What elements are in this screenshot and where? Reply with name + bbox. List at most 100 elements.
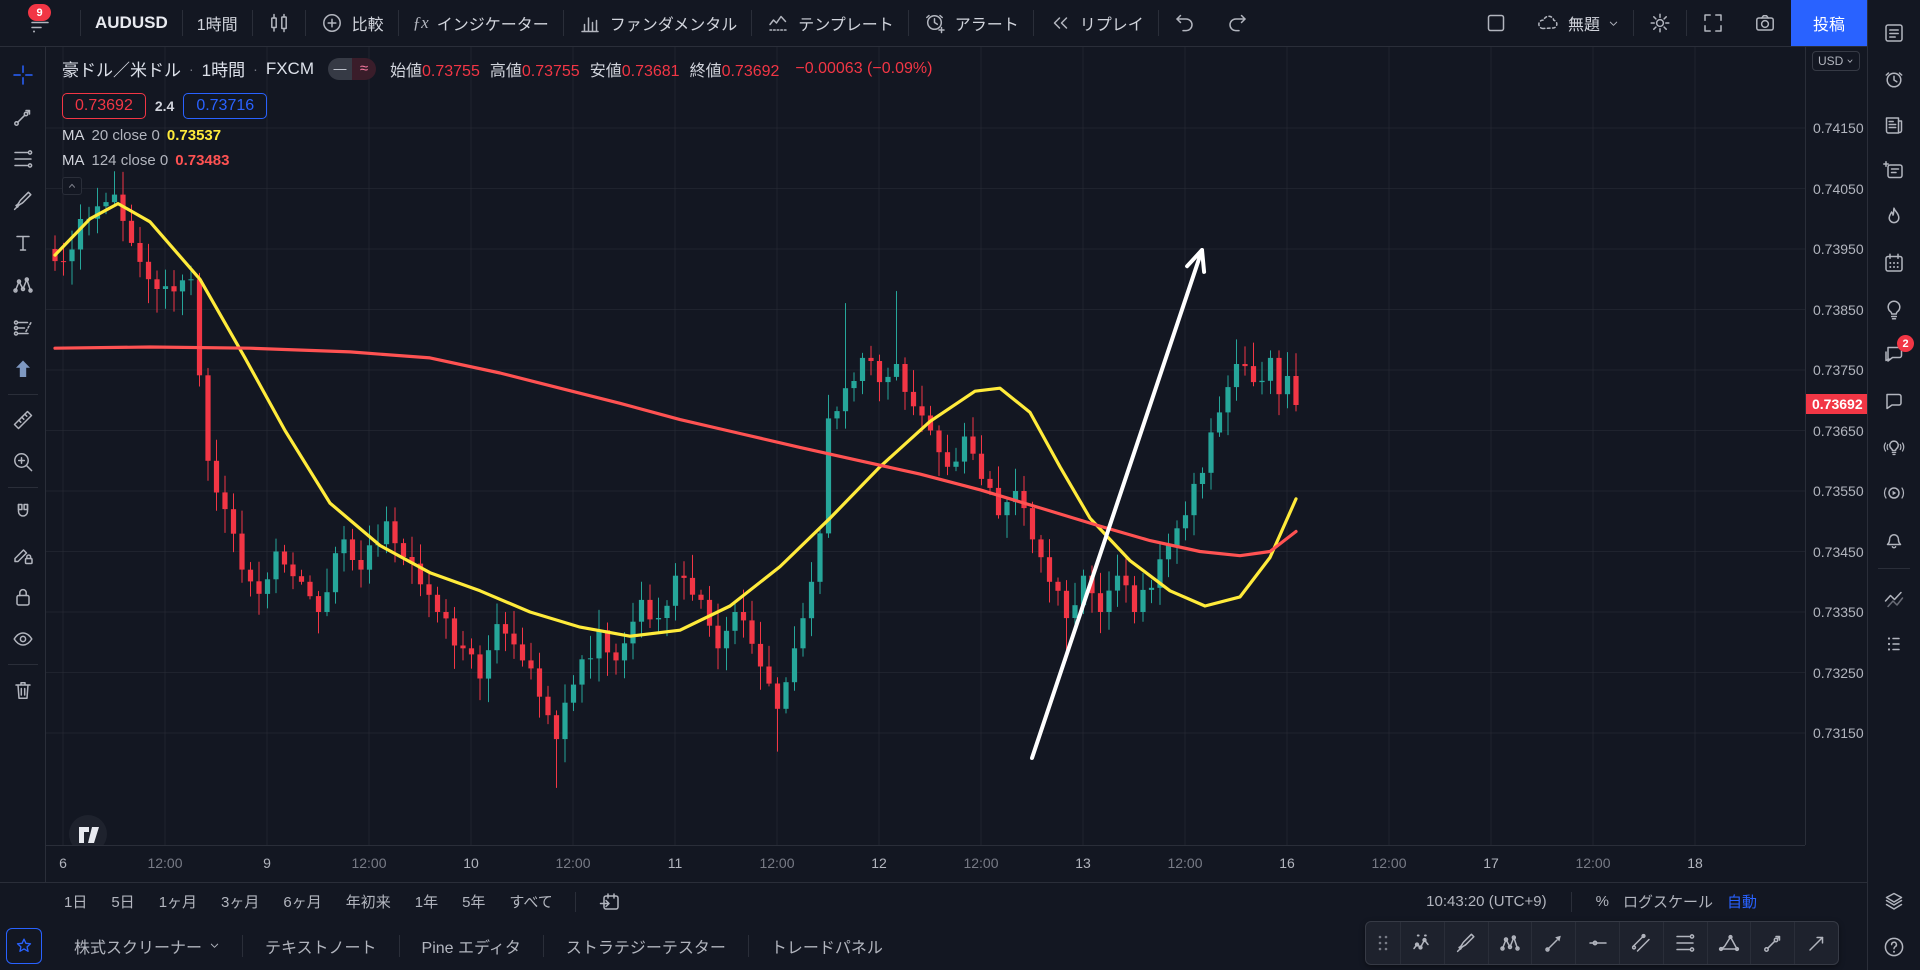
ideas-panel[interactable] — [1874, 286, 1914, 332]
interval-button[interactable]: 1時間 — [196, 17, 238, 34]
fundamentals-label: ファンダメンタル — [609, 17, 738, 34]
indicator-row[interactable]: MA 124 close 0 0.73483 — [62, 152, 230, 169]
magnet-mode[interactable] — [4, 492, 42, 534]
candlestick-icon — [267, 11, 291, 35]
legend-collapse-button[interactable] — [62, 177, 82, 195]
watchlist-panel[interactable] — [1874, 10, 1914, 56]
undo-button[interactable] — [1159, 0, 1211, 46]
zoom-in-tool[interactable] — [4, 441, 42, 483]
tab-ストラテジーテスター[interactable]: ストラテジーテスター — [565, 939, 726, 957]
hotlists-panel[interactable] — [1874, 194, 1914, 240]
calendar-panel[interactable] — [1874, 240, 1914, 286]
news-panel[interactable] — [1874, 102, 1914, 148]
palette-pattern-tool[interactable] — [1487, 922, 1532, 964]
private-chat-panel[interactable] — [1874, 378, 1914, 424]
fullscreen-button[interactable] — [1687, 0, 1739, 46]
remove-drawings[interactable] — [4, 669, 42, 711]
live-streams-panel[interactable] — [1874, 470, 1914, 516]
tab-テキストノート[interactable]: テキストノート — [265, 939, 377, 957]
publish-button[interactable]: 投稿 — [1790, 0, 1867, 46]
notifications-panel[interactable] — [1874, 516, 1914, 562]
time-tick: 12 — [871, 855, 887, 871]
go-to-date-button[interactable] — [588, 886, 632, 918]
parallel-channel-tool[interactable] — [1618, 922, 1663, 964]
layout-name: 無題 — [1567, 17, 1600, 34]
tab-Pine エディタ[interactable]: Pine エディタ — [421, 939, 521, 957]
text-tool[interactable] — [4, 222, 42, 264]
main-menu-button[interactable]: 9 — [0, 0, 80, 46]
range-button-3ヶ月[interactable]: 3ヶ月 — [221, 894, 260, 911]
snapshot-button[interactable] — [1739, 0, 1791, 46]
fundamentals-button[interactable]: ファンダメンタル — [564, 0, 752, 46]
indicators-button[interactable]: ƒx インジケーター — [399, 0, 563, 46]
pattern-tool[interactable] — [4, 264, 42, 306]
triangle-pattern-tool[interactable] — [1706, 922, 1751, 964]
layout-select-button[interactable] — [1470, 0, 1522, 46]
market-status-pills[interactable]: — ≈ — [327, 57, 376, 80]
indicators-label: インジケーター — [436, 17, 549, 34]
alerts-panel[interactable] — [1874, 56, 1914, 102]
price-tick: 0.74050 — [1813, 181, 1864, 197]
replay-button[interactable]: リプレイ — [1034, 0, 1158, 46]
range-button-年初来[interactable]: 年初来 — [345, 894, 391, 911]
forecast-tool[interactable] — [4, 306, 42, 348]
hide-all-drawings[interactable] — [4, 618, 42, 660]
chart-settings-button[interactable] — [1634, 0, 1686, 46]
range-button-すべて[interactable]: すべて — [509, 894, 553, 911]
help-button[interactable] — [1874, 924, 1914, 970]
price-axis[interactable]: USD 0.74150 0.74050 0.73950 0.73850 0.73750 0… — [1805, 46, 1868, 845]
horizontal-ray-tool[interactable] — [1575, 922, 1619, 964]
range-button-6ヶ月[interactable]: 6ヶ月 — [283, 894, 322, 911]
range-button-5年[interactable]: 5年 — [462, 894, 486, 911]
object-tree-panel[interactable] — [1874, 575, 1914, 621]
log-scale-toggle[interactable]: ログスケール — [1622, 894, 1713, 911]
legend-exchange[interactable]: FXCM — [265, 58, 314, 78]
symbol-search-button[interactable]: AUDUSD — [95, 13, 168, 32]
range-button-1日[interactable]: 1日 — [64, 894, 88, 911]
lock-all-drawings[interactable] — [4, 576, 42, 618]
time-tick: 6 — [59, 855, 67, 871]
brush-tool[interactable] — [4, 180, 42, 222]
auto-scale-toggle[interactable]: 自動 — [1726, 894, 1757, 911]
bid-price-button[interactable]: 0.73692 — [62, 93, 146, 119]
tab-トレードパネル[interactable]: トレードパネル — [770, 939, 883, 957]
percent-scale-toggle[interactable]: % — [1595, 893, 1609, 910]
redo-button[interactable] — [1211, 0, 1263, 46]
palette-trend-line-tool[interactable] — [1750, 922, 1794, 964]
currency-selector[interactable]: USD — [1812, 51, 1861, 71]
streams-ideas-panel[interactable] — [1874, 424, 1914, 470]
tab-株式スクリーナー[interactable]: 株式スクリーナー — [52, 920, 242, 970]
palette-brush-tool[interactable] — [1443, 922, 1488, 964]
arrow-drawing-tool[interactable] — [1794, 922, 1838, 964]
palette-drag-handle[interactable] — [1366, 922, 1400, 964]
fib-retracement-tool[interactable] — [4, 138, 42, 180]
elliott-wave-tool[interactable] — [1400, 922, 1444, 964]
range-button-1ヶ月[interactable]: 1ヶ月 — [158, 894, 198, 911]
indicator-row[interactable]: MA 20 close 0 0.73537 — [62, 127, 222, 144]
templates-button[interactable]: テンプレート — [752, 0, 908, 46]
drawing-mode-lock[interactable] — [4, 534, 42, 576]
measure-tool[interactable] — [4, 399, 42, 441]
clock[interactable]: 10:43:20 (UTC+9) — [1426, 893, 1547, 910]
time-axis[interactable]: 6 12:00 9 12:00 10 12:00 11 12:00 12 12:00 13 12:00… — [46, 845, 1805, 883]
arrow-up-tool[interactable] — [4, 348, 42, 390]
range-button-5日[interactable]: 5日 — [111, 894, 135, 911]
ask-price-button[interactable]: 0.73716 — [183, 93, 268, 119]
favorites-star-button[interactable] — [6, 927, 42, 964]
range-button-1年[interactable]: 1年 — [414, 894, 439, 911]
chat-panel[interactable]: 2 — [1874, 332, 1914, 378]
legend-interval[interactable]: 1時間 — [201, 61, 246, 80]
dom-panel[interactable] — [1874, 621, 1914, 667]
alert-button[interactable]: アラート — [909, 0, 1033, 46]
notes-panel[interactable] — [1874, 148, 1914, 194]
chart-style-button[interactable] — [253, 0, 305, 46]
symbol-title[interactable]: 豪ドル／米ドル — [62, 61, 181, 80]
layers-button[interactable] — [1874, 878, 1914, 924]
time-tick: 12:00 — [351, 855, 387, 871]
crosshair-tool[interactable] — [4, 54, 42, 96]
palette-fib-tool[interactable] — [1662, 922, 1707, 964]
cloud-save-button[interactable]: 無題 — [1522, 0, 1633, 46]
trend-line-tool[interactable] — [4, 96, 42, 138]
compare-button[interactable]: 比較 — [306, 0, 398, 46]
arrow-marker-tool[interactable] — [1531, 922, 1575, 964]
